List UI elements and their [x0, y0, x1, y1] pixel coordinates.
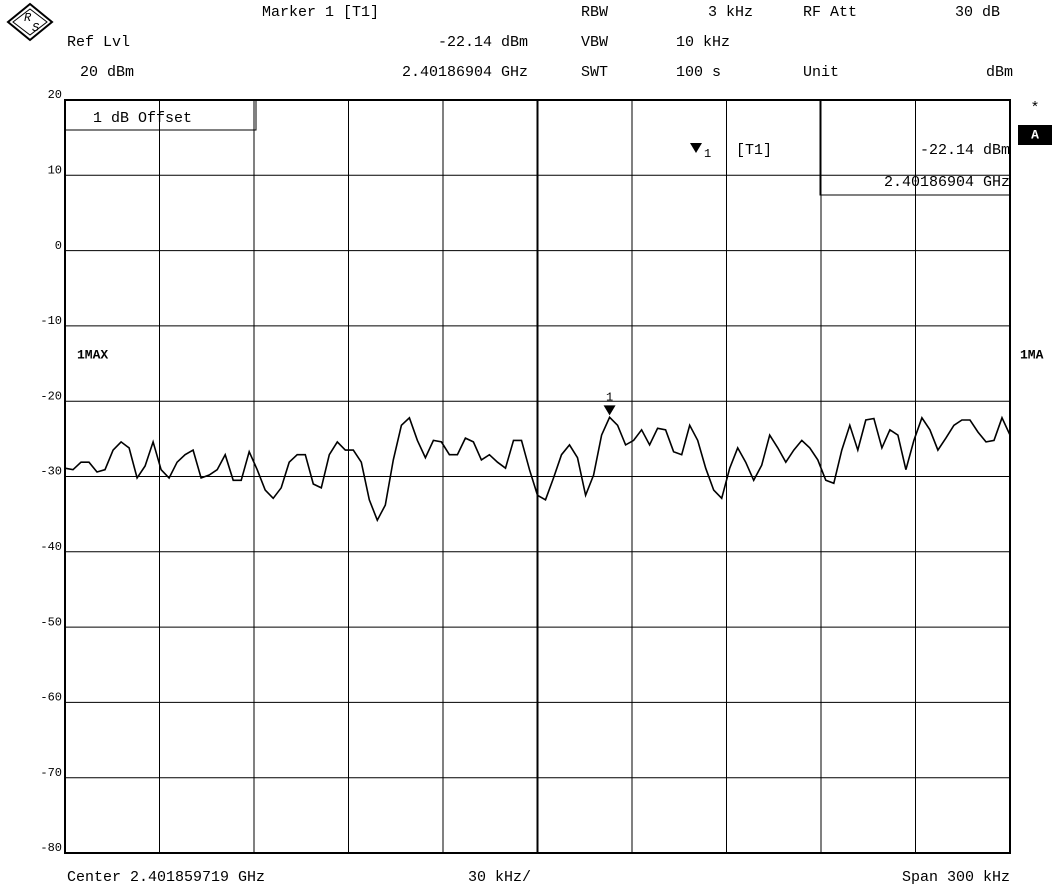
trace-label: 1MAX	[77, 347, 108, 362]
rf-att-label: RF Att	[803, 4, 857, 21]
y-tick-label: -30	[40, 465, 62, 479]
svg-text:S: S	[32, 21, 39, 35]
ref-level: 20 dBm	[80, 64, 134, 81]
span: Span 300 kHz	[902, 869, 1010, 886]
y-tick-label: -70	[40, 766, 62, 780]
y-tick-label: -80	[40, 841, 62, 855]
offset-box	[64, 99, 257, 131]
swt-label: SWT	[581, 64, 608, 81]
readout-frequency: 2.40186904 GHz	[884, 174, 1010, 191]
svg-text:R: R	[24, 11, 32, 25]
plot-frame	[64, 99, 1011, 854]
unit: dBm	[986, 64, 1013, 81]
marker-label: 1	[606, 390, 613, 404]
screen-label: A	[1031, 127, 1039, 142]
y-tick-label: -60	[40, 691, 62, 705]
marker-triangle	[603, 405, 616, 416]
marker-number: 1	[704, 147, 711, 161]
marker-level: -22.14 dBm	[438, 34, 528, 51]
y-tick-label: -40	[40, 540, 62, 554]
vbw-label: VBW	[581, 34, 608, 51]
y-tick-label: 0	[55, 239, 62, 253]
logo: R S	[6, 2, 54, 42]
y-tick-label: 20	[48, 88, 62, 102]
marker-title: Marker 1 [T1]	[262, 4, 379, 21]
rbw: 3 kHz	[708, 4, 753, 21]
y-tick-label: -10	[40, 314, 62, 328]
vbw: 10 kHz	[676, 34, 730, 51]
unit-label: Unit	[803, 64, 839, 81]
swt: 100 s	[676, 64, 721, 81]
trace	[64, 415, 1011, 523]
rbw-label: RBW	[581, 4, 608, 21]
screen-box	[1018, 125, 1052, 145]
marker-freq: 2.40186904 GHz	[402, 64, 528, 81]
y-tick-label: 10	[48, 163, 62, 177]
y-tick-label: -20	[40, 389, 62, 403]
center-frequency: Center 2.401859719 GHz	[67, 869, 265, 886]
readout-level: -22.14 dBm	[920, 142, 1010, 159]
per-division: 30 kHz/	[468, 869, 531, 886]
offset-note: 1 dB Offset	[93, 110, 192, 127]
rf-att: 30 dB	[955, 4, 1000, 21]
trace-label-right: 1MA	[1020, 347, 1044, 362]
star: *	[1030, 100, 1039, 117]
ref-lvl-label: Ref Lvl	[67, 34, 130, 51]
y-tick-label: -50	[40, 615, 62, 629]
marker-trace: [T1]	[736, 142, 772, 159]
marker-symbol	[690, 143, 702, 153]
